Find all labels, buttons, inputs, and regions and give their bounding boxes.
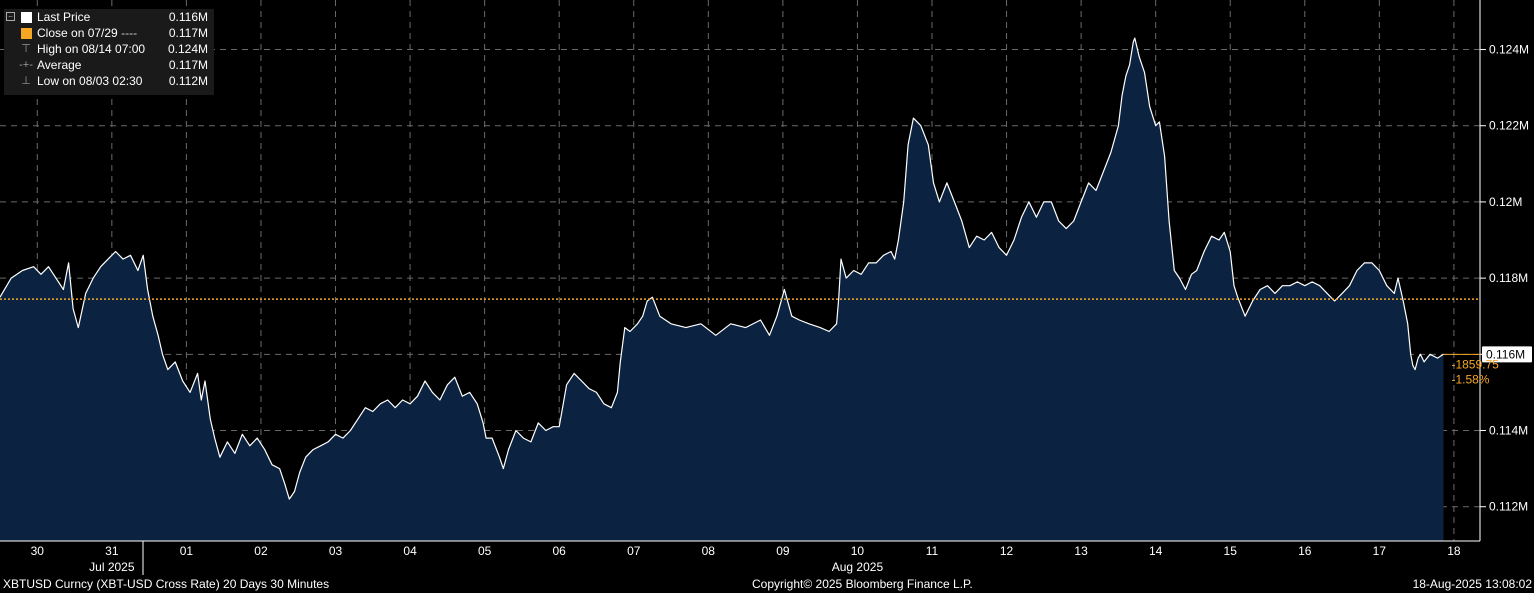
close-dash-sample: ----	[121, 26, 138, 40]
legend-label: Last Price	[37, 10, 91, 24]
y-tick-label: 0.12M	[1489, 195, 1522, 209]
x-tick-label: 04	[403, 544, 417, 558]
average-marker-icon: -+-	[19, 59, 33, 71]
last-price-annotations: 0.116M-1859.75-1.58%	[1443, 346, 1532, 386]
x-tick-label: 03	[329, 544, 343, 558]
x-tick-label: 09	[776, 544, 790, 558]
legend-item-high: ⊤ High on 08/14 07:00 0.124M	[4, 41, 214, 57]
x-ticks: 30 31 01 02 03 04 05 06 07 08 09 10 11 12 13 14 15 16 17 18…	[31, 544, 1461, 574]
last-price-swatch	[21, 12, 32, 23]
x-tick-label: 13	[1074, 544, 1088, 558]
legend: − Last Price 0.116M Close on 07/29 ---- …	[4, 9, 214, 95]
close-label-text: Close on 07/29	[37, 26, 118, 40]
price-line	[0, 37, 1444, 500]
legend-label: High on 08/14 07:00	[37, 42, 146, 56]
legend-value: 0.116M	[168, 10, 208, 24]
y-tick-label: 0.122M	[1489, 119, 1529, 133]
last-price-tag-text: 0.116M	[1486, 347, 1525, 361]
price-area-layer	[0, 37, 1444, 541]
legend-label: Low on 08/03 02:30	[37, 74, 143, 88]
high-marker-icon: ⊤	[21, 43, 31, 55]
x-tick-label: 10	[851, 544, 865, 558]
timestamp: 18-Aug-2025 13:08:02	[1412, 577, 1532, 591]
change-absolute: -1859.75	[1451, 357, 1499, 371]
legend-item-close: Close on 07/29 ---- 0.117M	[4, 25, 214, 41]
security-description: XBTUSD Curncy (XBT-USD Cross Rate) 20 Da…	[3, 577, 330, 591]
x-tick-label: 30	[31, 544, 45, 558]
x-tick-label: 17	[1373, 544, 1387, 558]
x-tick-label: 06	[553, 544, 567, 558]
x-tick-label: 02	[254, 544, 268, 558]
y-tick-label: 0.124M	[1489, 43, 1529, 57]
legend-label: Close on 07/29 ----	[37, 25, 137, 41]
x-tick-label: 01	[180, 544, 194, 558]
x-tick-label: 05	[478, 544, 492, 558]
month-label: Aug 2025	[832, 560, 884, 574]
x-tick-label: 08	[702, 544, 716, 558]
legend-value: 0.124M	[167, 42, 208, 56]
legend-collapse-button[interactable]: −	[6, 12, 15, 21]
close-swatch	[21, 28, 32, 39]
x-tick-label: 12	[1000, 544, 1014, 558]
legend-item-low: ⊥ Low on 08/03 02:30 0.112M	[4, 73, 214, 89]
y-tick-label: 0.118M	[1489, 271, 1528, 285]
axes	[0, 0, 1481, 575]
x-tick-label: 18	[1447, 544, 1461, 558]
y-tick-label: 0.112M	[1489, 500, 1528, 514]
legend-label: Average	[37, 58, 82, 72]
x-tick-label: 31	[105, 544, 119, 558]
copyright: Copyright© 2025 Bloomberg Finance L.P.	[752, 577, 973, 591]
x-tick-label: 11	[926, 544, 939, 558]
legend-value: 0.117M	[168, 26, 208, 40]
x-tick-label: 15	[1224, 544, 1238, 558]
last-price-tag	[1482, 346, 1532, 363]
change-percent: -1.58%	[1451, 372, 1489, 386]
month-label: Jul 2025	[89, 560, 135, 574]
y-tick-label: 0.114M	[1489, 424, 1528, 438]
legend-item-last-price: Last Price 0.116M	[4, 9, 214, 25]
x-tick-label: 07	[627, 544, 641, 558]
x-tick-label: 16	[1298, 544, 1312, 558]
legend-value: 0.112M	[168, 74, 208, 88]
legend-item-average: -+- Average 0.117M	[4, 57, 214, 73]
legend-value: 0.117M	[168, 58, 208, 72]
low-marker-icon: ⊥	[21, 75, 31, 87]
x-tick-label: 14	[1149, 544, 1163, 558]
